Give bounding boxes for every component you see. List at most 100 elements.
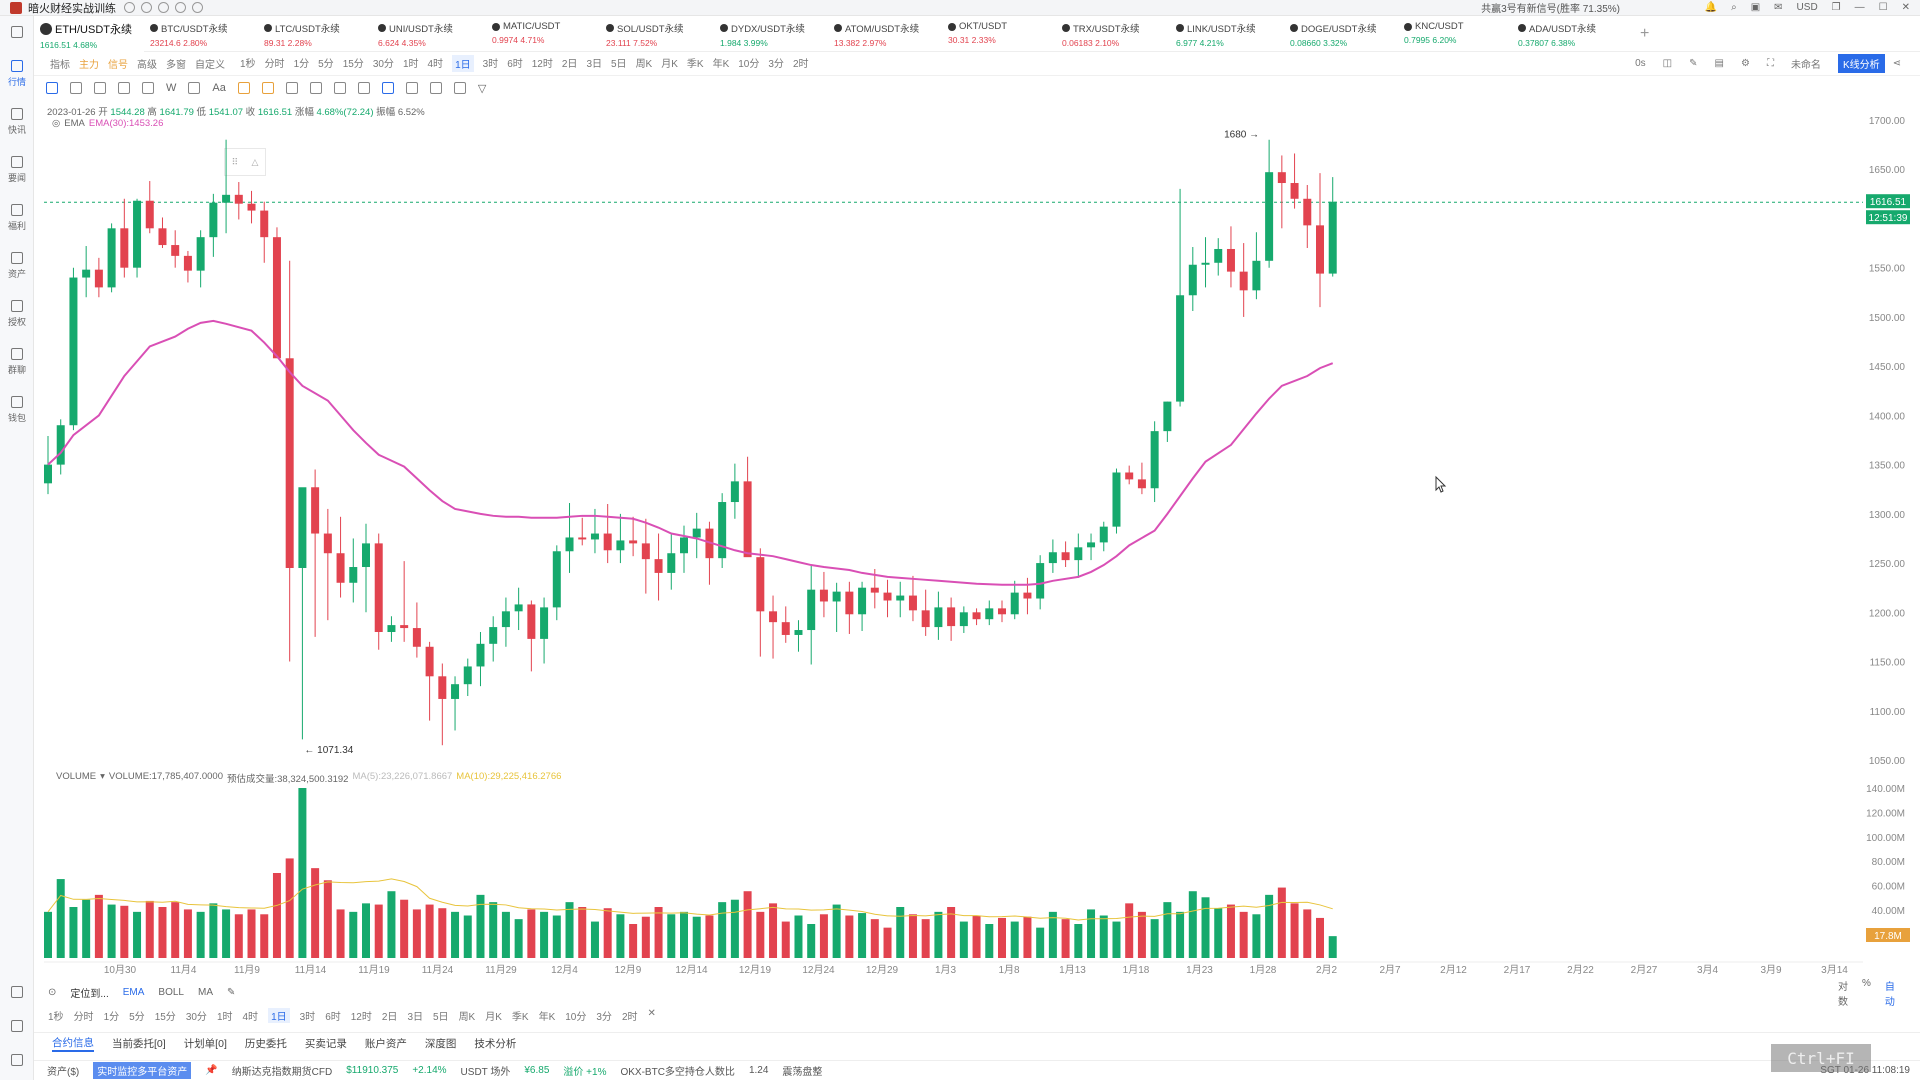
symbol-tab[interactable]: ETH/USDT永续 1616.51 4.68% [34, 16, 144, 52]
bottom-timeframe-option[interactable]: 12时 [350, 1012, 372, 1023]
timeframe-option[interactable]: 季K [686, 59, 704, 70]
add-tab-button[interactable]: + [1640, 25, 1650, 42]
indicator-ma[interactable]: MA [197, 987, 213, 998]
asset-label[interactable]: 资产($) [47, 1067, 80, 1078]
image-icon[interactable] [405, 82, 418, 94]
indicator-boll[interactable]: BOLL [158, 987, 184, 998]
hide-icon[interactable] [357, 82, 370, 94]
settings-icon[interactable] [0, 1044, 34, 1078]
locate-button[interactable]: 定位到... [70, 989, 109, 1000]
timeframe-option[interactable]: 1时 [402, 59, 419, 70]
timeframe-option[interactable]: 月K [661, 59, 678, 70]
magnet-icon[interactable] [237, 82, 250, 94]
bottom-timeframe-option[interactable]: 5日 [433, 1012, 449, 1023]
timeframe-option[interactable]: 6时 [507, 59, 523, 70]
timeframe-option[interactable]: 3时 [482, 59, 499, 70]
bottom-timeframe-option[interactable]: 1日 [268, 1008, 290, 1023]
log-scale-toggle[interactable]: 对数 [1838, 981, 1848, 1008]
template-name[interactable]: 未命名 [1790, 60, 1821, 71]
share-icon[interactable]: ⋖ [1892, 58, 1901, 69]
close-timeframes-icon[interactable]: ✕ [647, 1008, 656, 1019]
volume-name[interactable]: VOLUME [56, 771, 97, 782]
wechat-icon[interactable] [141, 2, 152, 13]
lock-icon[interactable] [261, 82, 274, 94]
bottom-timeframe-option[interactable]: 1时 [216, 1012, 233, 1023]
sidebar-item-5[interactable]: 资产 [0, 242, 34, 290]
measure-icon[interactable] [333, 82, 346, 94]
bottom-timeframe-option[interactable]: 1分 [103, 1012, 120, 1023]
ema-name[interactable]: EMA [64, 118, 85, 129]
timeframe-option[interactable]: 2时 [792, 59, 809, 70]
sidebar-item-3[interactable]: 要闻 [0, 146, 34, 194]
bottom-tab[interactable]: 合约信息 [52, 1035, 94, 1052]
sidebar-item-2[interactable]: 快讯 [0, 98, 34, 146]
restore-icon[interactable]: ❐ [1831, 2, 1841, 13]
currency-select[interactable]: USD [1796, 2, 1818, 13]
pin-icon[interactable]: 📌 [205, 1065, 218, 1076]
timeframe-option[interactable]: 5分 [318, 59, 334, 70]
timeframe-option[interactable]: 周K [635, 59, 653, 70]
timeframe-option[interactable]: 1秒 [240, 59, 256, 70]
bottom-tab[interactable]: 账户资产 [364, 1038, 407, 1050]
layout-icon[interactable]: ▤ [1714, 58, 1724, 69]
symbol-tab[interactable]: ATOM/USDT永续 13.382 2.97% [828, 16, 942, 52]
toolbar-left-item[interactable]: 指标 [50, 60, 70, 71]
timeframe-option[interactable]: 30分 [372, 59, 394, 70]
monitor-button[interactable]: 实时监控多平台资产 [93, 1062, 192, 1079]
bottom-timeframe-option[interactable]: 10分 [565, 1012, 587, 1023]
wave-tool-icon[interactable]: W [166, 82, 177, 94]
pen-icon[interactable]: ✎ [1689, 58, 1698, 69]
visibility-icon[interactable] [453, 82, 466, 94]
bottom-timeframe-option[interactable]: 30分 [185, 1012, 207, 1023]
eraser-icon[interactable] [309, 82, 322, 94]
drag-handle-icon[interactable]: ⠿ [231, 156, 239, 167]
timeframe-option[interactable]: 12时 [531, 59, 553, 70]
sidebar-item-7[interactable]: 群聊 [0, 338, 34, 386]
timeframe-option[interactable]: 分时 [264, 59, 285, 70]
weibo-icon[interactable] [124, 2, 135, 13]
locate-icon[interactable]: ⊙ [48, 987, 57, 998]
bottom-timeframe-option[interactable]: 季K [511, 1012, 529, 1023]
timeframe-option[interactable]: 1分 [293, 59, 310, 70]
bottom-timeframe-option[interactable]: 2日 [381, 1012, 398, 1023]
camera-icon[interactable]: ◫ [1662, 58, 1673, 69]
bottom-tab[interactable]: 买卖记录 [304, 1038, 347, 1050]
phone-icon[interactable] [0, 1010, 34, 1044]
close-icon[interactable]: ✕ [1901, 2, 1910, 13]
symbol-tab[interactable]: BTC/USDT永续 23214.6 2.80% [144, 16, 258, 52]
sidebar-item-4[interactable]: 福利 [0, 194, 34, 242]
symbol-tab[interactable]: OKT/USDT 30.31 2.33% [942, 16, 1056, 52]
bottom-timeframe-option[interactable]: 1秒 [48, 1012, 64, 1023]
bottom-timeframe-option[interactable]: 3分 [596, 1012, 612, 1023]
timeframe-option[interactable]: 15分 [342, 59, 364, 70]
bottom-timeframe-option[interactable]: 分时 [73, 1012, 94, 1023]
bottom-tab[interactable]: 计划单[0] [183, 1038, 227, 1050]
bottom-timeframe-option[interactable]: 月K [485, 1012, 502, 1023]
line-tool-icon[interactable] [70, 82, 82, 94]
favorite-icon[interactable] [0, 976, 34, 1010]
parallel-tool-icon[interactable] [142, 82, 154, 94]
maximize-icon[interactable]: ☐ [1878, 2, 1888, 13]
timeframe-option[interactable]: 5日 [611, 59, 627, 70]
edit-indicator-icon[interactable]: ✎ [226, 987, 236, 998]
symbol-tab[interactable]: TRX/USDT永续 0.06183 2.10% [1056, 16, 1170, 52]
fullscreen-icon[interactable]: ⛶ [1766, 58, 1774, 69]
text-tool-icon[interactable]: Aa [212, 82, 226, 94]
symbol-tab[interactable]: LINK/USDT永续 6.977 4.21% [1170, 16, 1284, 52]
crosshair-tool-icon[interactable] [46, 82, 58, 94]
bottom-timeframe-option[interactable]: 6时 [325, 1012, 341, 1023]
trend-tool-icon[interactable] [94, 82, 106, 94]
settings-icon[interactable]: ⚙ [1740, 58, 1750, 69]
bottom-timeframe-option[interactable]: 15分 [154, 1012, 176, 1023]
bottom-timeframe-option[interactable]: 5分 [129, 1012, 145, 1023]
timeframe-option[interactable]: 3日 [586, 59, 602, 70]
signal-notice[interactable]: 共赢3号有新信号(胜率 71.35%) [1481, 4, 1620, 15]
toolbar-left-item[interactable]: 高级 [137, 60, 157, 71]
sidebar-item-0[interactable] [0, 16, 34, 50]
filter-icon[interactable]: ▽ [477, 82, 487, 95]
twitter-icon[interactable] [158, 2, 169, 13]
timeframe-option[interactable]: 1日 [452, 55, 474, 72]
sidebar-item-6[interactable]: 授权 [0, 290, 34, 338]
bell-icon[interactable]: 🔔 [1704, 2, 1718, 13]
fib-tool-icon[interactable] [188, 82, 201, 94]
